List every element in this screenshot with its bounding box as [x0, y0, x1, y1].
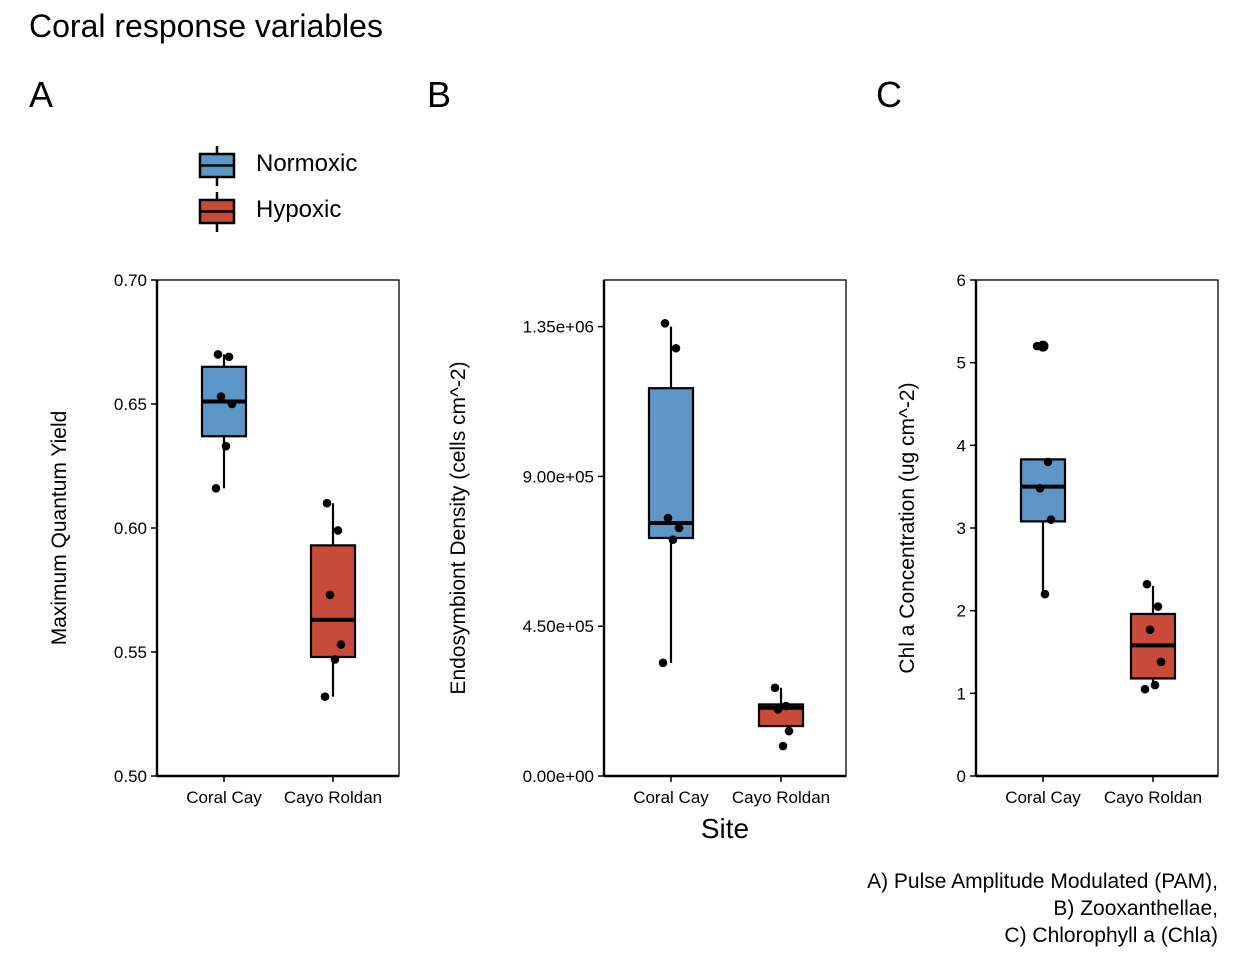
caption: A) Pulse Amplitude Modulated (PAM), B) Z…: [867, 868, 1218, 949]
panel-b-data-point: [773, 705, 783, 714]
panel-a-data-point: [333, 526, 343, 535]
panel-a-y-tick-label: 0.60: [114, 519, 147, 538]
panel-b-box-cayo-roldan: [757, 703, 805, 728]
panel-b-data-point: [784, 726, 794, 736]
panel-b-y-tick-label: 9.00e+05: [523, 467, 594, 486]
panel-c-data-point: [1043, 457, 1053, 467]
panel-a-data-point: [330, 655, 340, 664]
panel-c-data-point: [1142, 579, 1152, 589]
panel-b-y-axis-title: Endosymbiont Density (cells cm^-2): [447, 361, 470, 694]
panel-a-y-tick-label: 0.65: [114, 395, 147, 414]
panel-a-data-point: [213, 350, 223, 359]
panel-c-data-point: [1145, 625, 1155, 634]
panel-a-x-tick-label: Coral Cay: [186, 788, 262, 807]
panel-b-data-point: [674, 523, 684, 533]
panel-b-data-point: [668, 535, 678, 544]
caption-line-a: A) Pulse Amplitude Modulated (PAM),: [867, 870, 1218, 893]
panel-tag-b: B: [427, 74, 452, 115]
panel-b-x-tick-label: Cayo Roldan: [732, 788, 830, 807]
panel-c-data-point: [1040, 589, 1050, 599]
panel-c-y-tick-label: 0: [957, 767, 966, 786]
panel-a-box-cayo-roldan: [309, 544, 357, 659]
panel-c-data-point: [1035, 484, 1045, 493]
panel-b-data-point: [781, 701, 791, 711]
panel-b-data-point: [658, 658, 668, 668]
panel-b-x-tick-label: Coral Cay: [633, 788, 709, 807]
panel-tag-c: C: [876, 74, 902, 115]
panel-b-y-tick-label: 1.35e+06: [523, 318, 594, 337]
panel-b-data-point: [770, 683, 780, 693]
panel-a-border: [156, 279, 400, 777]
panel-c-y-tick-label: 6: [957, 271, 966, 290]
panel-a-plot: 0.50 0.55 0.60 0.65 0.70 Coral Cay Cayo Roldan…: [48, 271, 400, 807]
panel-b-data-point: [778, 741, 788, 751]
panel-b-border: [603, 279, 847, 777]
caption-line-b: B) Zooxanthellae,: [1053, 897, 1218, 920]
panel-c-y-tick-label: 1: [957, 684, 966, 703]
panel-a-data-point: [325, 590, 335, 600]
panel-a-y-tick-label: 0.70: [114, 271, 147, 290]
panel-c-plot: 0 1 2 3 4 5 6 Coral Cay Cayo Roldan Chl a Concent…: [896, 271, 1219, 807]
legend-label-hypoxic: Hypoxic: [256, 196, 342, 223]
panel-a-data-point: [322, 498, 332, 508]
panel-a-data-point: [227, 399, 237, 409]
legend-key-normoxic: [198, 146, 236, 186]
panel-a-data-point: [336, 640, 346, 649]
caption-line-c: C) Chlorophyll a (Chla): [1004, 924, 1218, 947]
panel-c-data-point: [1032, 341, 1042, 351]
panel-b-box-coral-cay: [647, 387, 695, 540]
panel-a-data-point: [221, 441, 231, 451]
panel-c-data-point: [1156, 657, 1166, 667]
panel-c-data-point: [1046, 515, 1056, 525]
panel-a-data-point: [211, 484, 221, 493]
panel-tag-a: A: [29, 74, 54, 115]
panel-c-data-point: [1153, 602, 1163, 611]
panel-a-data-point: [320, 692, 330, 701]
panel-a-data-point: [224, 352, 234, 362]
panel-c-data-point: [1140, 684, 1150, 694]
panel-c-x-tick-label: Cayo Roldan: [1104, 788, 1202, 807]
panel-b-y-tick-label: 4.50e+05: [523, 617, 594, 636]
panel-b-data-point: [671, 343, 681, 353]
panel-c-border: [975, 279, 1219, 777]
panel-a-y-tick-label: 0.50: [114, 767, 147, 786]
panel-b-y-tick-label: 0.00e+00: [523, 767, 594, 786]
panel-c-x-tick-label: Coral Cay: [1005, 788, 1081, 807]
panel-c-y-axis-title: Chl a Concentration (ug cm^-2): [896, 382, 919, 673]
chart-title: Coral response variables: [29, 8, 383, 44]
panel-b-plot: 0.00e+00 4.50e+05 9.00e+05 1.35e+06 Coral Ca…: [447, 279, 847, 844]
panel-c-y-tick-label: 2: [957, 602, 966, 621]
panel-b-data-point: [660, 318, 670, 328]
legend-key-hypoxic: [198, 192, 236, 232]
legend-label-normoxic: Normoxic: [256, 150, 358, 177]
panel-b-data-point: [663, 513, 673, 523]
panel-a-x-tick-label: Cayo Roldan: [284, 788, 382, 807]
panel-a-y-axis-title: Maximum Quantum Yield: [48, 411, 71, 646]
panel-c-y-tick-label: 4: [957, 436, 966, 455]
panel-c-data-point: [1150, 680, 1160, 690]
panel-c-y-tick-label: 5: [957, 354, 966, 373]
panel-a-data-point: [216, 392, 226, 401]
panel-b-x-axis-title: Site: [701, 813, 749, 844]
panel-a-y-tick-label: 0.55: [114, 643, 147, 662]
panel-c-y-tick-label: 3: [957, 519, 966, 538]
